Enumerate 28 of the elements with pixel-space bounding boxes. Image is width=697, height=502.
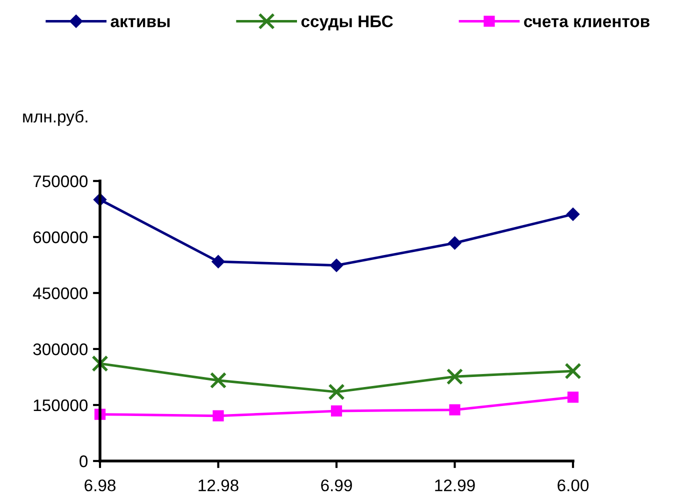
x-tick-label: 6.99 — [321, 479, 352, 492]
y-tick-label: 600000 — [33, 231, 88, 244]
point — [564, 362, 582, 380]
point — [328, 384, 345, 400]
point — [448, 236, 462, 250]
point — [567, 392, 579, 403]
y-tick-label: 450000 — [32, 287, 88, 300]
x-tick-label: 6.00 — [558, 479, 589, 492]
y-axis-title: млн.руб. — [23, 110, 88, 126]
point — [446, 368, 464, 385]
legend-label: ссуды НБС — [301, 15, 393, 31]
y-tick-label: 300000 — [33, 343, 88, 356]
point — [210, 372, 227, 389]
y-tick-label: 150000 — [34, 399, 88, 412]
y-tick-label: 750000 — [33, 175, 88, 188]
point — [330, 258, 344, 272]
x-tick-label: 6.98 — [84, 479, 116, 492]
x-tick-label: 12.99 — [435, 479, 475, 492]
y-tick-label: 0 — [80, 455, 88, 468]
point — [92, 355, 108, 372]
point — [212, 255, 225, 268]
legend-label: активы — [110, 18, 170, 28]
point — [212, 410, 224, 422]
x-tick-label: 12.98 — [198, 479, 238, 492]
point — [449, 404, 460, 416]
point — [566, 208, 580, 221]
legend-label: счета клиентов — [524, 18, 650, 28]
point — [330, 405, 342, 417]
